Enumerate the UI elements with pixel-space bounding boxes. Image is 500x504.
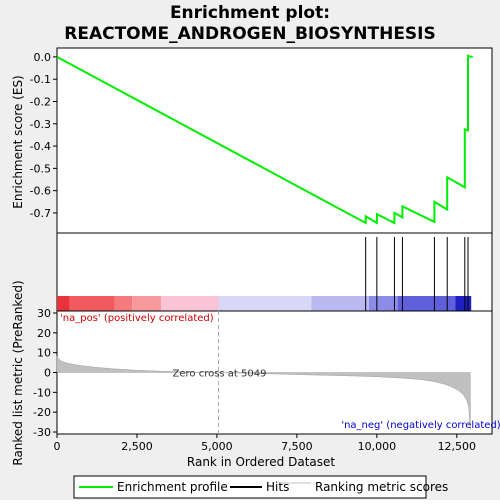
es-plot-area	[56, 47, 493, 234]
colorbar-band	[69, 296, 115, 311]
es-panel: 0.0 -0.1 -0.2 -0.3 -0.4 -0.5 -0.6 -0.7	[30, 47, 493, 234]
colorbar-band	[57, 296, 70, 311]
legend-label-hits: Hits	[266, 480, 289, 494]
x-tick-label: 7,500	[281, 440, 313, 453]
colorbar-band	[218, 296, 312, 311]
metric-y-tick-label: -30	[33, 426, 51, 439]
zero-cross-label: Zero cross at 5049	[173, 369, 267, 380]
colorbar-band	[114, 296, 133, 311]
chart-title-line2: REACTOME_ANDROGEN_BIOSYNTHESIS	[64, 24, 436, 44]
metric-y-tick-label: 30	[37, 307, 51, 320]
metric-y-axis-label: Ranked list metric (PreRanked)	[11, 280, 25, 465]
colorbar-band	[311, 296, 369, 311]
metric-y-tick-label: -20	[33, 406, 51, 419]
es-y-tick-label: -0.4	[30, 140, 51, 153]
es-y-tick-label: -0.7	[30, 207, 51, 220]
colorbar-band	[132, 296, 161, 311]
metric-y-tick-label: -10	[33, 386, 51, 399]
colorbar	[57, 296, 472, 311]
legend-label-ranking-metric: Ranking metric scores	[315, 480, 448, 494]
x-tick-label: 10,000	[358, 440, 397, 453]
metric-y-tick-label: 20	[37, 327, 51, 340]
legend-label-enrichment-profile: Enrichment profile	[117, 480, 228, 494]
colorbar-band	[455, 296, 472, 311]
es-y-tick-label: -0.5	[30, 162, 51, 175]
metric-y-tick-label: 10	[37, 347, 51, 360]
x-tick-label: 5,000	[201, 440, 233, 453]
es-y-tick-label: -0.3	[30, 118, 51, 131]
colorbar-band	[397, 296, 456, 311]
ranking-metric-area	[56, 355, 471, 431]
x-axis-label: Rank in Ordered Dataset	[187, 455, 335, 469]
x-tick-label: 12,500	[438, 440, 477, 453]
es-y-tick-label: 0.0	[34, 51, 52, 64]
legend: Enrichment profile Hits Ranking metric s…	[73, 475, 448, 499]
es-y-tick-label: -0.6	[30, 185, 51, 198]
metric-y-tick-label: 0	[44, 367, 51, 380]
positive-correlation-label: 'na_pos' (positively correlated)	[60, 313, 214, 324]
x-tick-label: 2,500	[121, 440, 153, 453]
es-y-tick-label: -0.1	[30, 73, 51, 86]
colorbar-band	[368, 296, 398, 311]
es-y-axis-label: Enrichment score (ES)	[11, 75, 25, 208]
colorbar-band	[160, 296, 219, 311]
negative-correlation-label: 'na_neg' (negatively correlated)	[341, 420, 500, 431]
x-tick-label: 0	[54, 440, 61, 453]
es-y-tick-label: -0.2	[30, 95, 51, 108]
enrichment-profile-line	[56, 54, 473, 225]
chart-title-line1: Enrichment plot:	[170, 3, 330, 23]
